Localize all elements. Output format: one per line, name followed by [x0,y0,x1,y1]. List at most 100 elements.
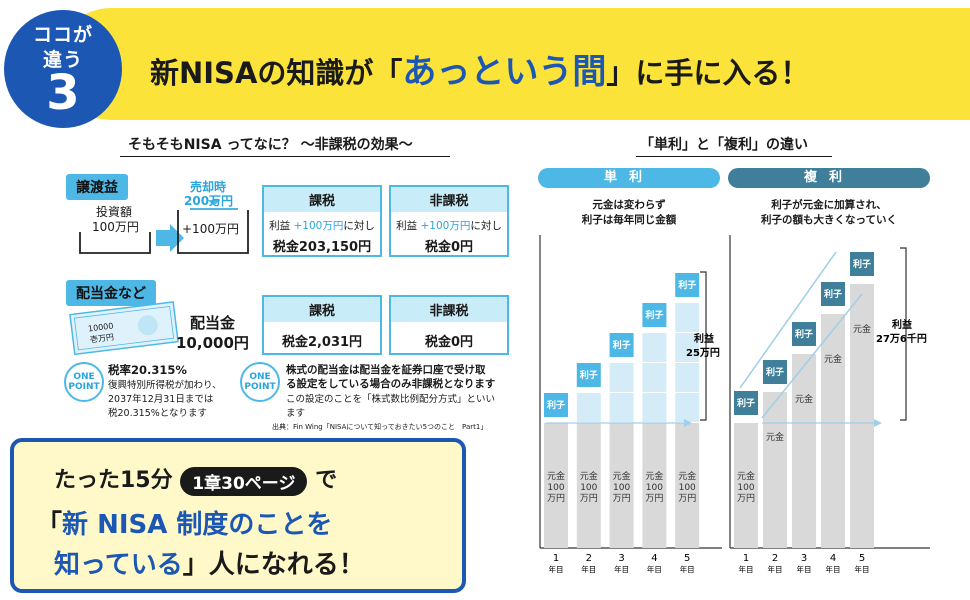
point2-line4: ます [286,408,306,419]
compound-profit-label: 利益 [892,318,912,331]
simple-year-num: 1 [553,553,559,564]
callout-box: たった15分 1章30ページ で 「新 NISA 制度のことを 知っている」人に… [10,438,466,593]
simple-principal-label: 100 [646,483,663,493]
onepoint-icon-2: ONE POINT [240,362,280,402]
point2-line2: る設定をしている場合のみ非課税となります [286,378,496,390]
simple-principal-label: 100 [547,483,564,493]
simple-principal-bar [642,423,667,548]
simple-interest-label: 利子 [677,279,696,291]
simple-interest-prev [609,363,634,392]
simple-banner: 単利 [538,168,720,188]
dividend-amount: 10,000円 [176,334,249,352]
compound-year-unit: 年目 [768,564,783,574]
simple-year-unit: 年目 [647,564,662,574]
simple-bracket [700,271,707,421]
taxed-value: 税金203,150円 [272,240,372,255]
compound-profit-value: 27万6千円 [876,332,927,345]
simple-year-num: 5 [684,553,690,564]
compound-bracket [900,247,907,421]
simple-principal-label: 元金 [645,470,663,482]
compound-interest-block [850,252,874,276]
simple-interest-block [675,273,700,297]
point2-line3: この設定のことを「株式数比例配分方式」といい [286,394,496,405]
compound-year-num: 1 [743,553,749,564]
dividend-taxed-value: 税金2,031円 [281,335,363,350]
compound-principal-label: 元金 [766,431,784,443]
simple-principal-label: 万円 [547,493,565,504]
point2-line1: 株式の配当金は配当金を証券口座で受け取 [286,364,486,376]
right-section-title: 「単利」と「複利」の違い [640,137,808,153]
simple-interest-block [576,363,601,387]
sale-amount: 200万円 [184,194,234,208]
simple-principal-label: 万円 [613,493,631,504]
sale-label: 売却時 [190,180,227,194]
compound-principal-label: 元金 [853,323,871,335]
untaxed-value: 税金0円 [424,240,474,255]
chapter-pill: 1章30ページ [180,466,308,496]
simple-principal-label: 100 [679,483,696,493]
invest-amount: 100万円 [92,220,139,234]
compound-principal-label: 元金 [824,353,842,365]
onepoint-icon-1: ONE POINT [64,362,104,402]
compound-interest-label: 利子 [736,397,755,409]
headline: 新NISAの知識が「あっという間」に手に入る！ [150,44,809,93]
transfer-tag: 譲渡益 [66,174,128,200]
simple-principal-label: 100 [613,483,630,493]
simple-year-unit: 年目 [614,564,629,574]
dividend-untaxed-head: 非課税 [391,297,507,322]
simple-interest-prev [642,333,667,362]
simple-interest-block [642,303,667,327]
compound-principal-label: 100 [737,483,754,493]
dividend-label: 配当金 [190,314,236,332]
headline-pre: 新NISAの知識が「 [150,56,403,90]
point1-title: 税率20.315% [108,363,187,377]
compound-year-unit: 年目 [797,564,812,574]
compound-interest-label: 利子 [852,258,871,270]
simple-desc1: 元金は変わらず [592,199,666,211]
compound-year-unit: 年目 [855,564,870,574]
right-title-underline [636,156,832,157]
dividend-taxed-box: 課税 税金2,031円 [262,295,382,355]
simple-interest-label: 利子 [579,369,598,381]
simple-principal-bar [576,423,601,548]
simple-interest-block [609,333,634,357]
callout-line3: 知っている」人になれる！ [54,550,365,580]
simple-principal-label: 元金 [613,470,631,482]
compound-arrowhead [874,419,882,427]
simple-principal-label: 万円 [580,493,598,504]
compound-principal-bar [734,423,758,548]
banknote-icon [69,301,179,356]
left-title-underline [120,156,450,157]
simple-year-num: 3 [618,553,624,564]
compound-year-unit: 年目 [739,564,754,574]
badge-number: 3 [46,65,80,121]
compound-principal-label: 元金 [795,393,813,405]
simple-principal-bar [675,423,700,548]
simple-interest-prev [675,303,700,332]
simple-principal-label: 元金 [580,470,598,482]
compound-principal-bar [763,392,787,548]
compound-interest-label: 利子 [823,288,842,300]
compound-year-num: 2 [772,553,778,564]
simple-arrowhead [684,419,692,427]
simple-year-num: 2 [586,553,592,564]
simple-interest-prev [675,363,700,392]
untaxed-head: 非課税 [391,187,507,212]
compound-desc1: 利子が元金に加算され、 [771,199,887,211]
dividend-untaxed-value: 税金0円 [424,335,474,350]
source-note: 出典：Fin Wing「NISAについて知っておきたい5つのこと Part1」 [272,423,488,431]
badge-line1: ココが [32,24,93,46]
compound-interest-block [821,282,845,306]
simple-interest-label: 利子 [644,309,663,321]
simple-interest-prev [576,393,601,422]
simple-interest-prev [642,363,667,392]
compound-interest-block [792,322,816,346]
transfer-diagram [79,200,249,254]
taxed-note: 利益 +100万円に対し [269,220,375,232]
simple-principal-label: 元金 [678,470,696,482]
compound-arrow-1 [739,251,837,389]
simple-year-unit: 年目 [549,564,564,574]
compound-principal-bar [792,354,816,548]
compound-principal-bar [850,284,874,548]
